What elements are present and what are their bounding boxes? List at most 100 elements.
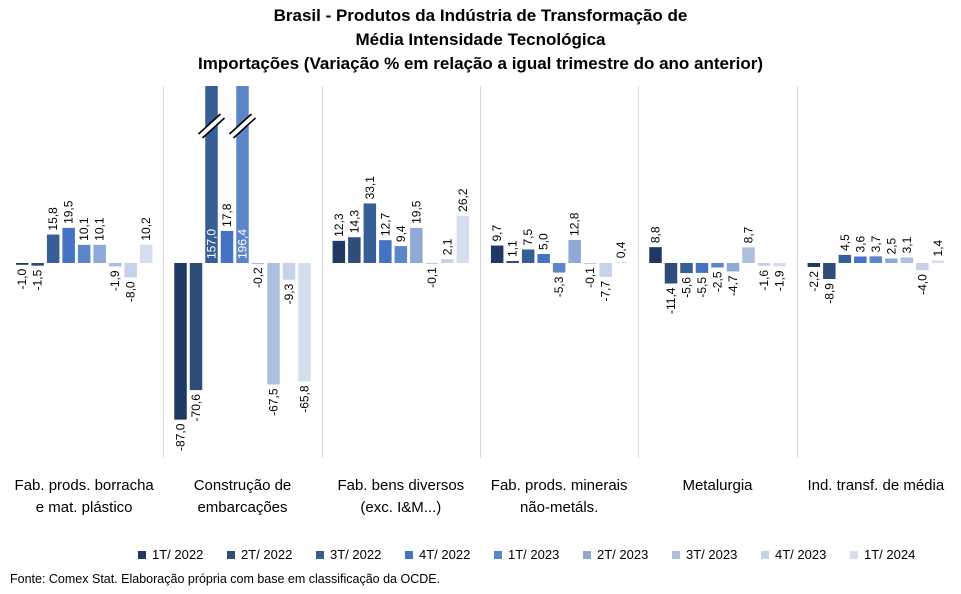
axis-break-gap bbox=[229, 114, 256, 138]
bar bbox=[521, 249, 535, 263]
data-label: 3,7 bbox=[869, 235, 883, 252]
source-note: Fonte: Comex Stat. Elaboração própria co… bbox=[10, 572, 441, 586]
bar bbox=[537, 254, 550, 263]
bar bbox=[711, 263, 724, 268]
data-label: -9,3 bbox=[282, 283, 296, 304]
data-label: -5,3 bbox=[552, 276, 566, 297]
bar bbox=[742, 247, 755, 263]
data-label: -4,7 bbox=[726, 275, 740, 296]
data-label: -70,6 bbox=[189, 394, 203, 422]
bar bbox=[506, 261, 519, 263]
category-label: (exc. I&M...) bbox=[360, 499, 441, 516]
bar bbox=[410, 227, 423, 263]
data-label: 10,2 bbox=[139, 217, 153, 241]
data-label: -1,9 bbox=[108, 270, 122, 291]
bar bbox=[31, 263, 44, 266]
data-label: -5,6 bbox=[680, 277, 694, 298]
axis-break-marks bbox=[197, 113, 257, 139]
legend-item: 1T/ 2024 bbox=[850, 545, 915, 565]
data-label: 12,3 bbox=[332, 213, 346, 237]
bar bbox=[282, 263, 296, 280]
bar bbox=[394, 246, 408, 263]
chart-title: Brasil - Produtos da Indústria de Transf… bbox=[0, 4, 961, 76]
data-label: -0,2 bbox=[251, 267, 265, 288]
data-label: 19,5 bbox=[409, 200, 423, 224]
category-label: Fab. prods. borracha bbox=[15, 477, 155, 494]
bar bbox=[807, 263, 821, 267]
bar bbox=[189, 263, 203, 391]
data-label: -11,4 bbox=[664, 287, 678, 314]
bar bbox=[124, 263, 137, 278]
bar bbox=[568, 239, 581, 263]
legend-item: 3T/ 2022 bbox=[316, 545, 381, 565]
data-label: -87,0 bbox=[174, 423, 188, 451]
bar bbox=[552, 263, 566, 273]
data-label: 17,8 bbox=[220, 203, 234, 227]
bar bbox=[664, 263, 678, 284]
data-label: 19,5 bbox=[62, 200, 76, 224]
chart-legend: 1T/ 2022 2T/ 2022 3T/ 2022 4T/ 2022 1T/ 2023… bbox=[0, 545, 961, 565]
data-label: -0,1 bbox=[583, 267, 597, 288]
bar bbox=[93, 244, 106, 263]
axis-break-line bbox=[228, 113, 253, 135]
category-labels: Fab. prods. borracha e mat. plástico Const… bbox=[15, 477, 945, 516]
axis-break-line bbox=[201, 117, 226, 139]
legend-label: 1T/ 2024 bbox=[864, 547, 916, 562]
bar bbox=[363, 203, 377, 263]
data-label: 1,1 bbox=[506, 240, 520, 257]
bar bbox=[62, 227, 75, 263]
data-label: -2,5 bbox=[711, 271, 725, 292]
legend-label: 4T/ 2023 bbox=[775, 547, 827, 562]
legend-label: 4T/ 2022 bbox=[419, 547, 471, 562]
bar bbox=[456, 215, 470, 263]
data-label: -1,9 bbox=[773, 270, 787, 291]
bar bbox=[139, 244, 153, 263]
data-label: -7,7 bbox=[599, 281, 613, 302]
legend-label: 3T/ 2023 bbox=[686, 547, 738, 562]
data-label: 10,1 bbox=[77, 217, 91, 241]
bar bbox=[490, 245, 504, 263]
legend-swatch bbox=[761, 550, 769, 559]
data-label: 9,4 bbox=[394, 225, 408, 242]
chart-title-line-1: Brasil - Produtos da Indústria de Transf… bbox=[273, 6, 688, 25]
data-label: 15,8 bbox=[46, 207, 60, 231]
data-label: -1,5 bbox=[31, 269, 45, 290]
bar bbox=[614, 262, 628, 263]
data-label: 10,1 bbox=[93, 217, 107, 241]
data-label: 12,7 bbox=[378, 212, 392, 236]
category-label: Ind. transf. de média bbox=[807, 477, 944, 494]
bar bbox=[854, 256, 867, 263]
axis-break-line bbox=[197, 113, 222, 135]
bar bbox=[348, 237, 361, 263]
data-label: 8,7 bbox=[742, 226, 756, 243]
bar bbox=[649, 247, 662, 263]
data-label: 196,4 bbox=[236, 229, 250, 259]
legend-swatch bbox=[316, 550, 324, 559]
bar bbox=[885, 258, 898, 263]
legend-swatch bbox=[583, 550, 591, 559]
bar bbox=[823, 263, 836, 280]
bar bbox=[773, 263, 786, 267]
data-label: 3,1 bbox=[900, 236, 914, 253]
bar bbox=[251, 263, 265, 264]
category-label: Fab. prods. minerais bbox=[491, 477, 628, 494]
data-label: 9,7 bbox=[490, 225, 504, 242]
bar bbox=[583, 263, 597, 264]
bar bbox=[726, 263, 740, 272]
legend-item: 1T/ 2023 bbox=[494, 545, 559, 565]
legend-item: 1T/ 2022 bbox=[138, 545, 203, 565]
legend-item: 3T/ 2023 bbox=[672, 545, 737, 565]
data-label: 7,5 bbox=[521, 228, 535, 245]
bar bbox=[869, 256, 883, 263]
category-label: e mat. plástico bbox=[36, 499, 133, 516]
data-label: -4,0 bbox=[915, 274, 929, 295]
data-label: 14,3 bbox=[347, 210, 361, 234]
data-label: 26,2 bbox=[456, 188, 470, 212]
bar bbox=[757, 263, 771, 266]
category-label: não-metáls. bbox=[520, 499, 598, 516]
bar bbox=[46, 234, 60, 263]
bar bbox=[916, 263, 929, 271]
bar bbox=[441, 259, 454, 263]
data-label: -8,0 bbox=[124, 281, 138, 302]
